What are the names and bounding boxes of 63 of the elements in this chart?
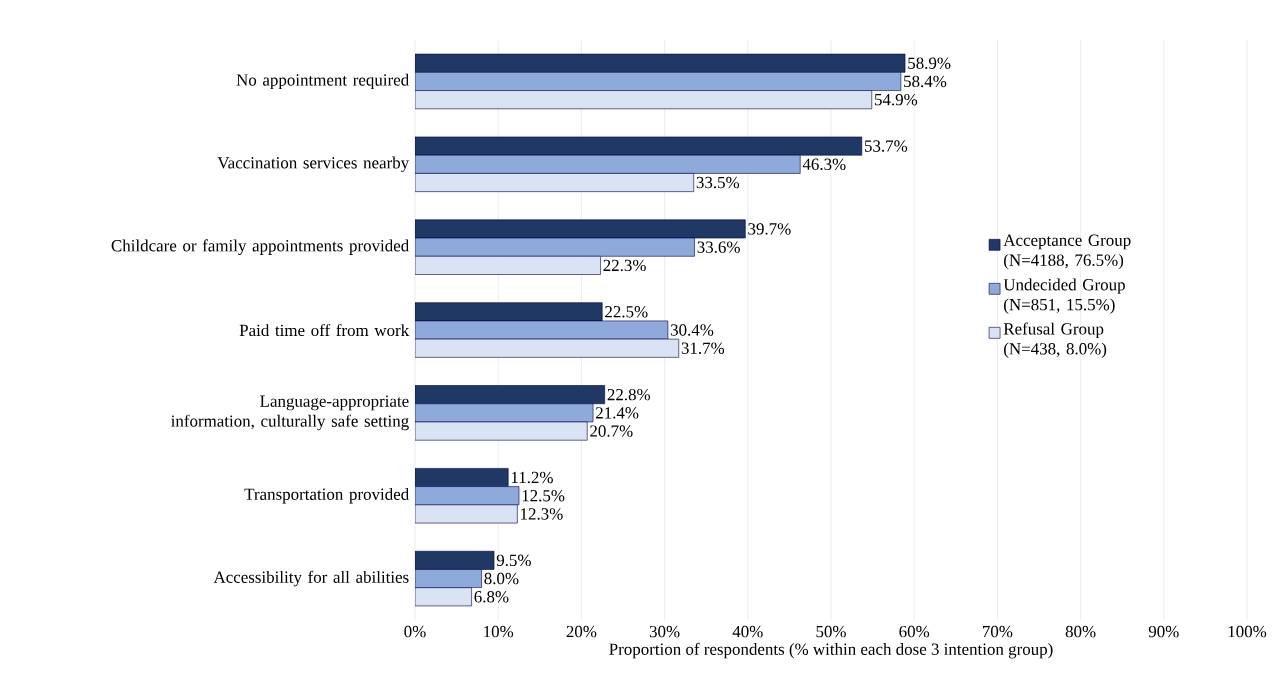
x-tick-label: 80%: [1065, 625, 1096, 638]
data-label: 33.6%: [697, 241, 740, 253]
x-tick-label: 100%: [1228, 625, 1267, 638]
bar: [415, 468, 509, 487]
bar: [415, 486, 520, 506]
legend-label: Acceptance Group (N=4188, 76.5%): [1003, 234, 1131, 270]
legend-label: Refusal Group (N=438, 8.0%): [1003, 322, 1107, 358]
bar: [415, 550, 495, 570]
y-tick-label: Childcare or family appointments provided: [111, 239, 409, 255]
data-label: 30.4%: [670, 324, 714, 336]
legend-label: Undecided Group (N=851, 15.5%): [1003, 278, 1125, 314]
y-tick-label: Accessibility for all abilities: [213, 570, 409, 587]
data-label: 33.5%: [696, 176, 740, 189]
data-label: 9.5%: [496, 554, 531, 567]
bar: [415, 421, 588, 441]
data-label: 12.3%: [521, 508, 563, 520]
bar: [415, 72, 902, 91]
data-label: 12.5%: [522, 489, 565, 502]
x-tick-label: 30%: [649, 625, 680, 638]
x-tick-label: 70%: [983, 625, 1013, 638]
bar: [415, 587, 472, 607]
bar: [415, 237, 695, 257]
y-tick-label: Language-appropriate information, culturally safe setting: [171, 395, 409, 431]
data-label: 22.5%: [605, 306, 648, 318]
bar: [415, 338, 680, 358]
data-label: 21.4%: [596, 407, 639, 419]
data-label: 20.7%: [590, 425, 633, 437]
bar: [415, 385, 605, 405]
data-label: 8.0%: [484, 572, 519, 585]
bar: [415, 403, 594, 423]
data-label: 58.9%: [908, 57, 951, 69]
bar: [415, 136, 863, 156]
data-label: 6.8%: [474, 591, 509, 603]
bar: [415, 219, 746, 239]
bar: [415, 154, 801, 174]
bar: [415, 255, 601, 275]
x-tick-label: 10%: [484, 625, 514, 638]
data-label: 54.9%: [874, 93, 918, 106]
bar: [415, 569, 482, 588]
bar: [415, 173, 695, 192]
y-tick-label: Paid time off from work: [239, 323, 410, 337]
data-label: 46.3%: [802, 158, 846, 171]
data-label: 39.7%: [748, 223, 791, 235]
bar: [415, 90, 873, 110]
x-tick-label: 0%: [404, 625, 426, 638]
data-label: 11.2%: [511, 471, 553, 484]
data-label: 58.4%: [904, 75, 947, 88]
data-label: 31.7%: [681, 342, 725, 354]
x-tick-label: 20%: [566, 625, 597, 638]
x-axis-title: Proportion of respondents (% within each dose 3 intention group): [609, 642, 1053, 659]
x-tick-label: 60%: [899, 625, 930, 638]
bar: [415, 53, 906, 73]
y-tick-label: Vaccination services nearby: [217, 156, 410, 172]
y-tick-label: No appointment required: [236, 73, 409, 90]
bar: [415, 504, 518, 524]
bar: [415, 302, 603, 322]
data-label: 53.7%: [864, 140, 908, 152]
x-tick-label: 90%: [1148, 625, 1179, 638]
y-tick-label: Transportation provided: [244, 488, 409, 504]
x-tick-label: 50%: [816, 625, 846, 638]
data-label: 22.8%: [607, 388, 651, 401]
data-label: 22.3%: [603, 259, 646, 272]
x-tick-label: 40%: [732, 625, 763, 638]
